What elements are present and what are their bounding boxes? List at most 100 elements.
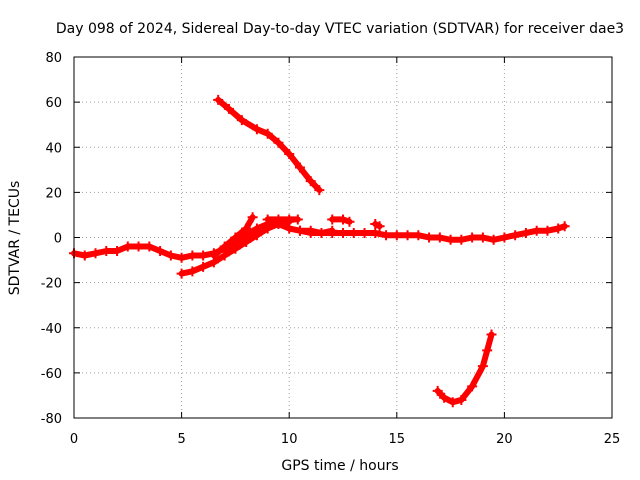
data-point-marker: [219, 241, 230, 252]
data-point-marker: [198, 261, 209, 272]
data-point-marker: [219, 250, 230, 261]
data-point-marker: [456, 234, 467, 245]
x-tick-label: 15: [389, 432, 406, 447]
data-point-marker: [477, 361, 488, 372]
x-axis-title: GPS time / hours: [281, 458, 398, 474]
series-line: [71, 221, 568, 261]
x-tick-label: 10: [281, 432, 298, 447]
data-point-marker: [338, 227, 348, 238]
data-point-marker: [305, 225, 316, 236]
data-point-marker: [520, 227, 531, 238]
data-point-marker: [230, 243, 241, 254]
data-point-marker: [122, 241, 133, 252]
data-point-marker: [531, 225, 542, 236]
data-point-marker: [467, 232, 478, 243]
data-point-marker: [488, 234, 499, 245]
data-series-group: [69, 94, 570, 408]
data-point-marker: [90, 248, 101, 259]
data-point-marker: [327, 225, 338, 236]
data-point-marker: [316, 227, 327, 238]
series-line: [297, 227, 336, 236]
data-point-marker: [445, 234, 456, 245]
data-point-marker: [251, 230, 262, 241]
data-point-marker: [176, 252, 187, 263]
data-point-marker: [374, 221, 385, 232]
data-point-marker: [553, 223, 564, 234]
data-point-marker: [241, 223, 252, 234]
data-point-marker: [79, 250, 90, 261]
series-upper-branch: [208, 212, 258, 261]
data-point-marker: [294, 225, 305, 236]
x-tick-label: 25: [604, 432, 621, 447]
y-tick-labels: -80 -60 -40 -20 0 20 40 60 80: [41, 51, 62, 427]
series-bottom-hook: [432, 329, 497, 408]
data-point-marker: [262, 214, 273, 225]
data-point-marker: [262, 223, 273, 234]
data-point-marker: [486, 329, 497, 340]
y-tick-label: -40: [41, 322, 62, 337]
data-point-marker: [499, 232, 510, 243]
tick-marks: [73, 56, 613, 419]
data-point-marker: [187, 250, 198, 261]
x-tick-label: 0: [70, 432, 78, 447]
data-point-marker: [236, 115, 247, 126]
x-tick-label: 20: [496, 432, 513, 447]
data-point-marker: [314, 185, 325, 196]
data-point-marker: [510, 230, 521, 241]
data-point-marker: [542, 225, 553, 236]
series-short-segment-a: [294, 225, 338, 238]
data-point-marker: [165, 250, 176, 261]
data-point-marker: [456, 394, 467, 405]
chart-title: Day 098 of 2024, Sidereal Day-to-day VTE…: [56, 21, 624, 37]
data-point-marker: [208, 250, 219, 261]
data-point-marker: [359, 227, 370, 238]
data-point-marker: [133, 241, 144, 252]
data-point-marker: [144, 241, 155, 252]
data-point-marker: [187, 266, 198, 277]
data-point-marker: [370, 227, 381, 238]
data-point-marker: [344, 216, 355, 227]
data-point-marker: [247, 212, 258, 223]
data-point-marker: [348, 227, 359, 238]
data-point-marker: [251, 124, 262, 135]
data-point-marker: [439, 392, 450, 403]
data-point-marker: [294, 162, 305, 173]
data-point-marker: [477, 232, 488, 243]
series-short-segment-c: [370, 218, 385, 232]
y-tick-label: -60: [41, 367, 62, 382]
data-point-marker: [381, 230, 392, 241]
y-tick-label: 60: [45, 96, 62, 111]
data-point-marker: [327, 214, 338, 225]
series-short-segment-d: [262, 214, 303, 225]
data-point-marker: [413, 230, 424, 241]
data-point-marker: [447, 397, 458, 408]
data-point-marker: [213, 94, 224, 105]
data-point-marker: [284, 214, 295, 225]
y-tick-label: -20: [41, 277, 62, 292]
x-tick-labels: 0 5 10 15 20 25: [70, 432, 620, 447]
series-main-band: [69, 218, 570, 263]
data-point-marker: [273, 137, 284, 148]
data-point-marker: [559, 221, 570, 232]
data-point-marker: [434, 232, 445, 243]
data-point-marker: [273, 214, 284, 225]
y-axis-title: SDTVAR / TECUs: [7, 181, 23, 296]
data-point-marker: [223, 103, 234, 114]
data-point-marker: [101, 246, 112, 257]
data-point-marker: [155, 246, 166, 257]
data-point-marker: [198, 250, 209, 261]
data-point-marker: [432, 385, 443, 396]
data-point-marker: [262, 128, 273, 139]
series-short-segment-b: [327, 214, 355, 227]
series-lower-branch: [176, 216, 295, 279]
data-point-marker: [391, 230, 402, 241]
data-point-marker: [424, 232, 435, 243]
series-line: [215, 96, 323, 194]
y-tick-label: 20: [45, 186, 62, 201]
data-point-marker: [402, 230, 413, 241]
data-point-marker: [305, 176, 316, 187]
data-point-marker: [241, 237, 252, 248]
data-point-marker: [292, 214, 303, 225]
y-tick-label: 40: [45, 141, 62, 156]
